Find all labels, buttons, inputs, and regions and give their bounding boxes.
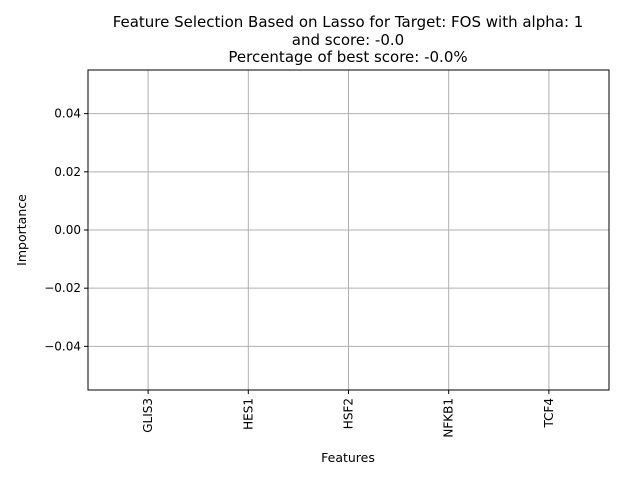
y-tick-label: −0.02 xyxy=(44,281,81,295)
y-tick-label: −0.04 xyxy=(44,339,81,353)
x-tick-label: NFKB1 xyxy=(442,398,456,438)
chart-title: Feature Selection Based on Lasso for Tar… xyxy=(113,13,584,66)
chart-title-line-1: Feature Selection Based on Lasso for Tar… xyxy=(113,13,584,31)
x-axis-ticks: GLIS3 HES1 HSF2 NFKB1 TCF4 xyxy=(141,390,556,438)
chart-title-line-3: Percentage of best score: -0.0% xyxy=(228,48,467,66)
grid-lines xyxy=(88,70,609,390)
y-tick-label: 0.00 xyxy=(54,223,81,237)
x-tick-label: GLIS3 xyxy=(141,398,155,433)
x-tick-label: HES1 xyxy=(241,398,255,430)
x-axis-label: Features xyxy=(321,450,375,465)
y-tick-label: 0.02 xyxy=(54,165,81,179)
y-axis-ticks: −0.04 −0.02 0.00 0.02 0.04 xyxy=(44,107,88,353)
y-tick-label: 0.04 xyxy=(54,107,81,121)
x-tick-label: TCF4 xyxy=(542,398,556,429)
y-axis-label: Importance xyxy=(14,194,29,266)
x-tick-label: HSF2 xyxy=(342,398,356,429)
chart-title-line-2: and score: -0.0 xyxy=(292,31,404,49)
